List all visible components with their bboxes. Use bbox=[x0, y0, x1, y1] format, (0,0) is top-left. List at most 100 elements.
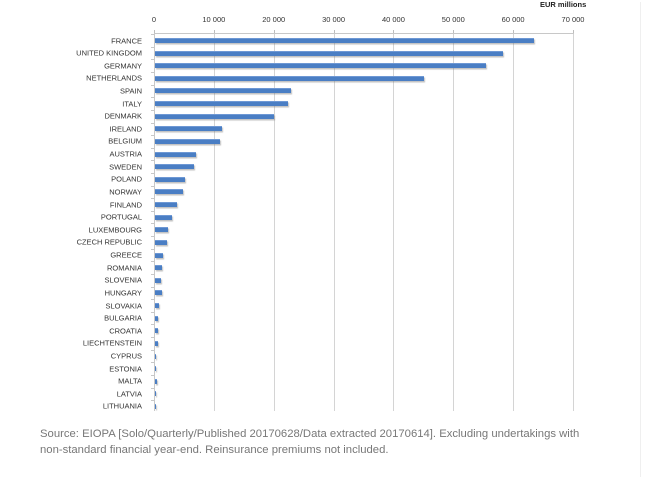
bar bbox=[155, 340, 158, 346]
category-label: CZECH REPUBLIC bbox=[76, 237, 142, 247]
x-tick-mark bbox=[513, 30, 515, 34]
category-label: NETHERLANDS bbox=[86, 73, 142, 83]
y-tick-mark bbox=[151, 46, 154, 48]
category-label: SLOVAKIA bbox=[105, 301, 142, 311]
category-label: LIECHTENSTEIN bbox=[82, 338, 142, 348]
category-label: LITHUANIA bbox=[102, 401, 142, 411]
category-label: CYPRUS bbox=[110, 351, 142, 361]
bar bbox=[155, 252, 164, 258]
category-label: FINLAND bbox=[109, 200, 142, 210]
category-label: ROMANIA bbox=[106, 263, 142, 273]
bar bbox=[155, 151, 196, 157]
category-label: GREECE bbox=[110, 250, 142, 260]
category-label: IRELAND bbox=[109, 124, 142, 134]
bar bbox=[155, 378, 157, 384]
x-tick-mark bbox=[393, 30, 395, 34]
unit-label: EUR millions bbox=[540, 0, 587, 9]
category-label: ESTONIA bbox=[109, 364, 142, 374]
source-note: Source: EIOPA [Solo/Quarterly/Published … bbox=[40, 428, 580, 456]
bar bbox=[155, 290, 163, 296]
bar bbox=[155, 277, 161, 283]
category-label: PORTUGAL bbox=[100, 212, 142, 222]
bar bbox=[155, 50, 504, 56]
y-axis-line bbox=[154, 33, 155, 411]
category-label: GERMANY bbox=[104, 61, 142, 71]
bar bbox=[155, 176, 185, 182]
y-tick-mark bbox=[151, 147, 154, 149]
category-label: BULGARIA bbox=[104, 313, 142, 323]
y-tick-mark bbox=[151, 374, 154, 376]
y-tick-mark bbox=[151, 97, 154, 99]
y-tick-mark bbox=[151, 337, 154, 339]
y-tick-mark bbox=[151, 185, 154, 187]
frame-divider bbox=[640, 2, 641, 477]
category-label: ITALY bbox=[122, 99, 142, 109]
bar-chart: EUR millions 0 10 000 20 000 30 000 40 000 50… bbox=[76, 0, 587, 411]
y-tick-mark bbox=[151, 400, 154, 402]
y-tick-mark bbox=[151, 261, 154, 263]
category-label: BELGIUM bbox=[108, 136, 142, 146]
x-tick-label: 40 000 bbox=[381, 15, 405, 24]
y-tick-mark bbox=[151, 34, 154, 36]
bar bbox=[155, 101, 289, 107]
x-axis-line bbox=[154, 33, 574, 34]
y-tick-mark bbox=[151, 198, 154, 200]
bar bbox=[155, 391, 156, 397]
y-tick-mark bbox=[151, 286, 154, 288]
y-tick-mark bbox=[151, 84, 154, 86]
bar bbox=[155, 75, 424, 81]
category-label: SLOVENIA bbox=[104, 275, 142, 285]
gridline bbox=[513, 33, 515, 411]
category-label: CROATIA bbox=[109, 326, 142, 336]
x-tick-label: 10 000 bbox=[202, 15, 226, 24]
x-tick-label: 60 000 bbox=[501, 15, 525, 24]
category-label: SPAIN bbox=[120, 86, 142, 96]
bar bbox=[155, 353, 157, 359]
category-label: NORWAY bbox=[109, 187, 142, 197]
x-tick-mark bbox=[333, 30, 335, 34]
category-label: SWEDEN bbox=[109, 162, 142, 172]
category-label: MALTA bbox=[118, 376, 142, 386]
bar bbox=[155, 38, 534, 43]
y-tick-mark bbox=[151, 236, 154, 238]
category-label: DENMARK bbox=[104, 111, 142, 121]
bar bbox=[155, 138, 220, 144]
x-tick-mark bbox=[273, 30, 275, 34]
bar bbox=[155, 113, 274, 119]
y-tick-mark bbox=[151, 59, 154, 61]
x-tick-mark bbox=[154, 30, 155, 34]
x-tick-mark bbox=[453, 30, 455, 34]
gridline bbox=[333, 33, 335, 411]
gridline bbox=[453, 33, 455, 411]
y-tick-mark bbox=[151, 362, 154, 364]
gridline bbox=[573, 33, 574, 411]
bar bbox=[155, 315, 159, 321]
bar bbox=[155, 403, 156, 409]
category-label: FRANCE bbox=[111, 36, 142, 45]
y-tick-mark bbox=[151, 387, 154, 389]
bar bbox=[155, 303, 159, 309]
bar bbox=[155, 366, 157, 372]
gridline bbox=[213, 33, 215, 411]
bar bbox=[155, 227, 169, 233]
bar bbox=[155, 88, 291, 94]
x-tick-label: 30 000 bbox=[322, 15, 346, 24]
bar bbox=[155, 265, 162, 271]
y-tick-mark bbox=[151, 299, 154, 301]
bar bbox=[155, 202, 177, 208]
y-tick-mark bbox=[151, 248, 154, 250]
category-label: HUNGARY bbox=[104, 288, 142, 298]
bar bbox=[155, 164, 194, 170]
y-tick-mark bbox=[151, 109, 154, 111]
category-label: AUSTRIA bbox=[109, 149, 142, 159]
y-tick-mark bbox=[151, 210, 154, 212]
y-tick-mark bbox=[151, 160, 154, 162]
category-label: POLAND bbox=[111, 174, 142, 184]
y-tick-mark bbox=[151, 173, 154, 174]
gridline bbox=[273, 33, 275, 411]
bar bbox=[155, 63, 486, 69]
bar bbox=[155, 239, 167, 245]
y-tick-mark bbox=[151, 273, 154, 275]
gridline bbox=[393, 33, 395, 411]
bar bbox=[155, 189, 184, 195]
